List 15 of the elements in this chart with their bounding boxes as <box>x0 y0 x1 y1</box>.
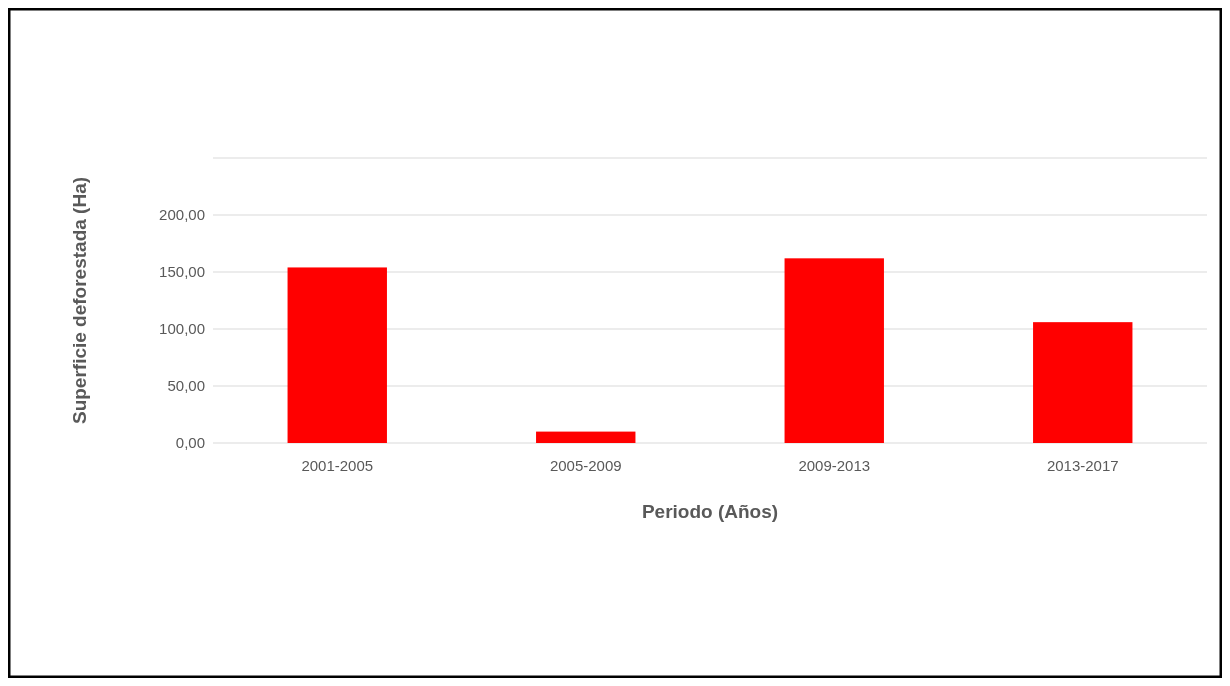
x-tick-label: 2005-2009 <box>549 457 622 474</box>
bar <box>1033 322 1133 443</box>
x-tick-label: 2009-2013 <box>798 457 871 474</box>
x-tick-label: 2001-2005 <box>301 457 374 474</box>
y-tick-label: 100,00 <box>159 320 205 338</box>
bar <box>287 267 387 443</box>
y-tick-label: 0,00 <box>175 434 205 452</box>
y-tick-label: 50,00 <box>167 377 205 395</box>
x-tick-label: 2013-2017 <box>1046 457 1119 474</box>
y-axis-title: Superficie deforestada (Ha) <box>69 176 90 425</box>
x-axis-title: Periodo (Años) <box>641 501 779 522</box>
y-tick-label: 150,00 <box>159 263 205 281</box>
bar <box>784 258 884 443</box>
bar <box>536 431 636 443</box>
y-tick-label: 200,00 <box>159 206 205 224</box>
